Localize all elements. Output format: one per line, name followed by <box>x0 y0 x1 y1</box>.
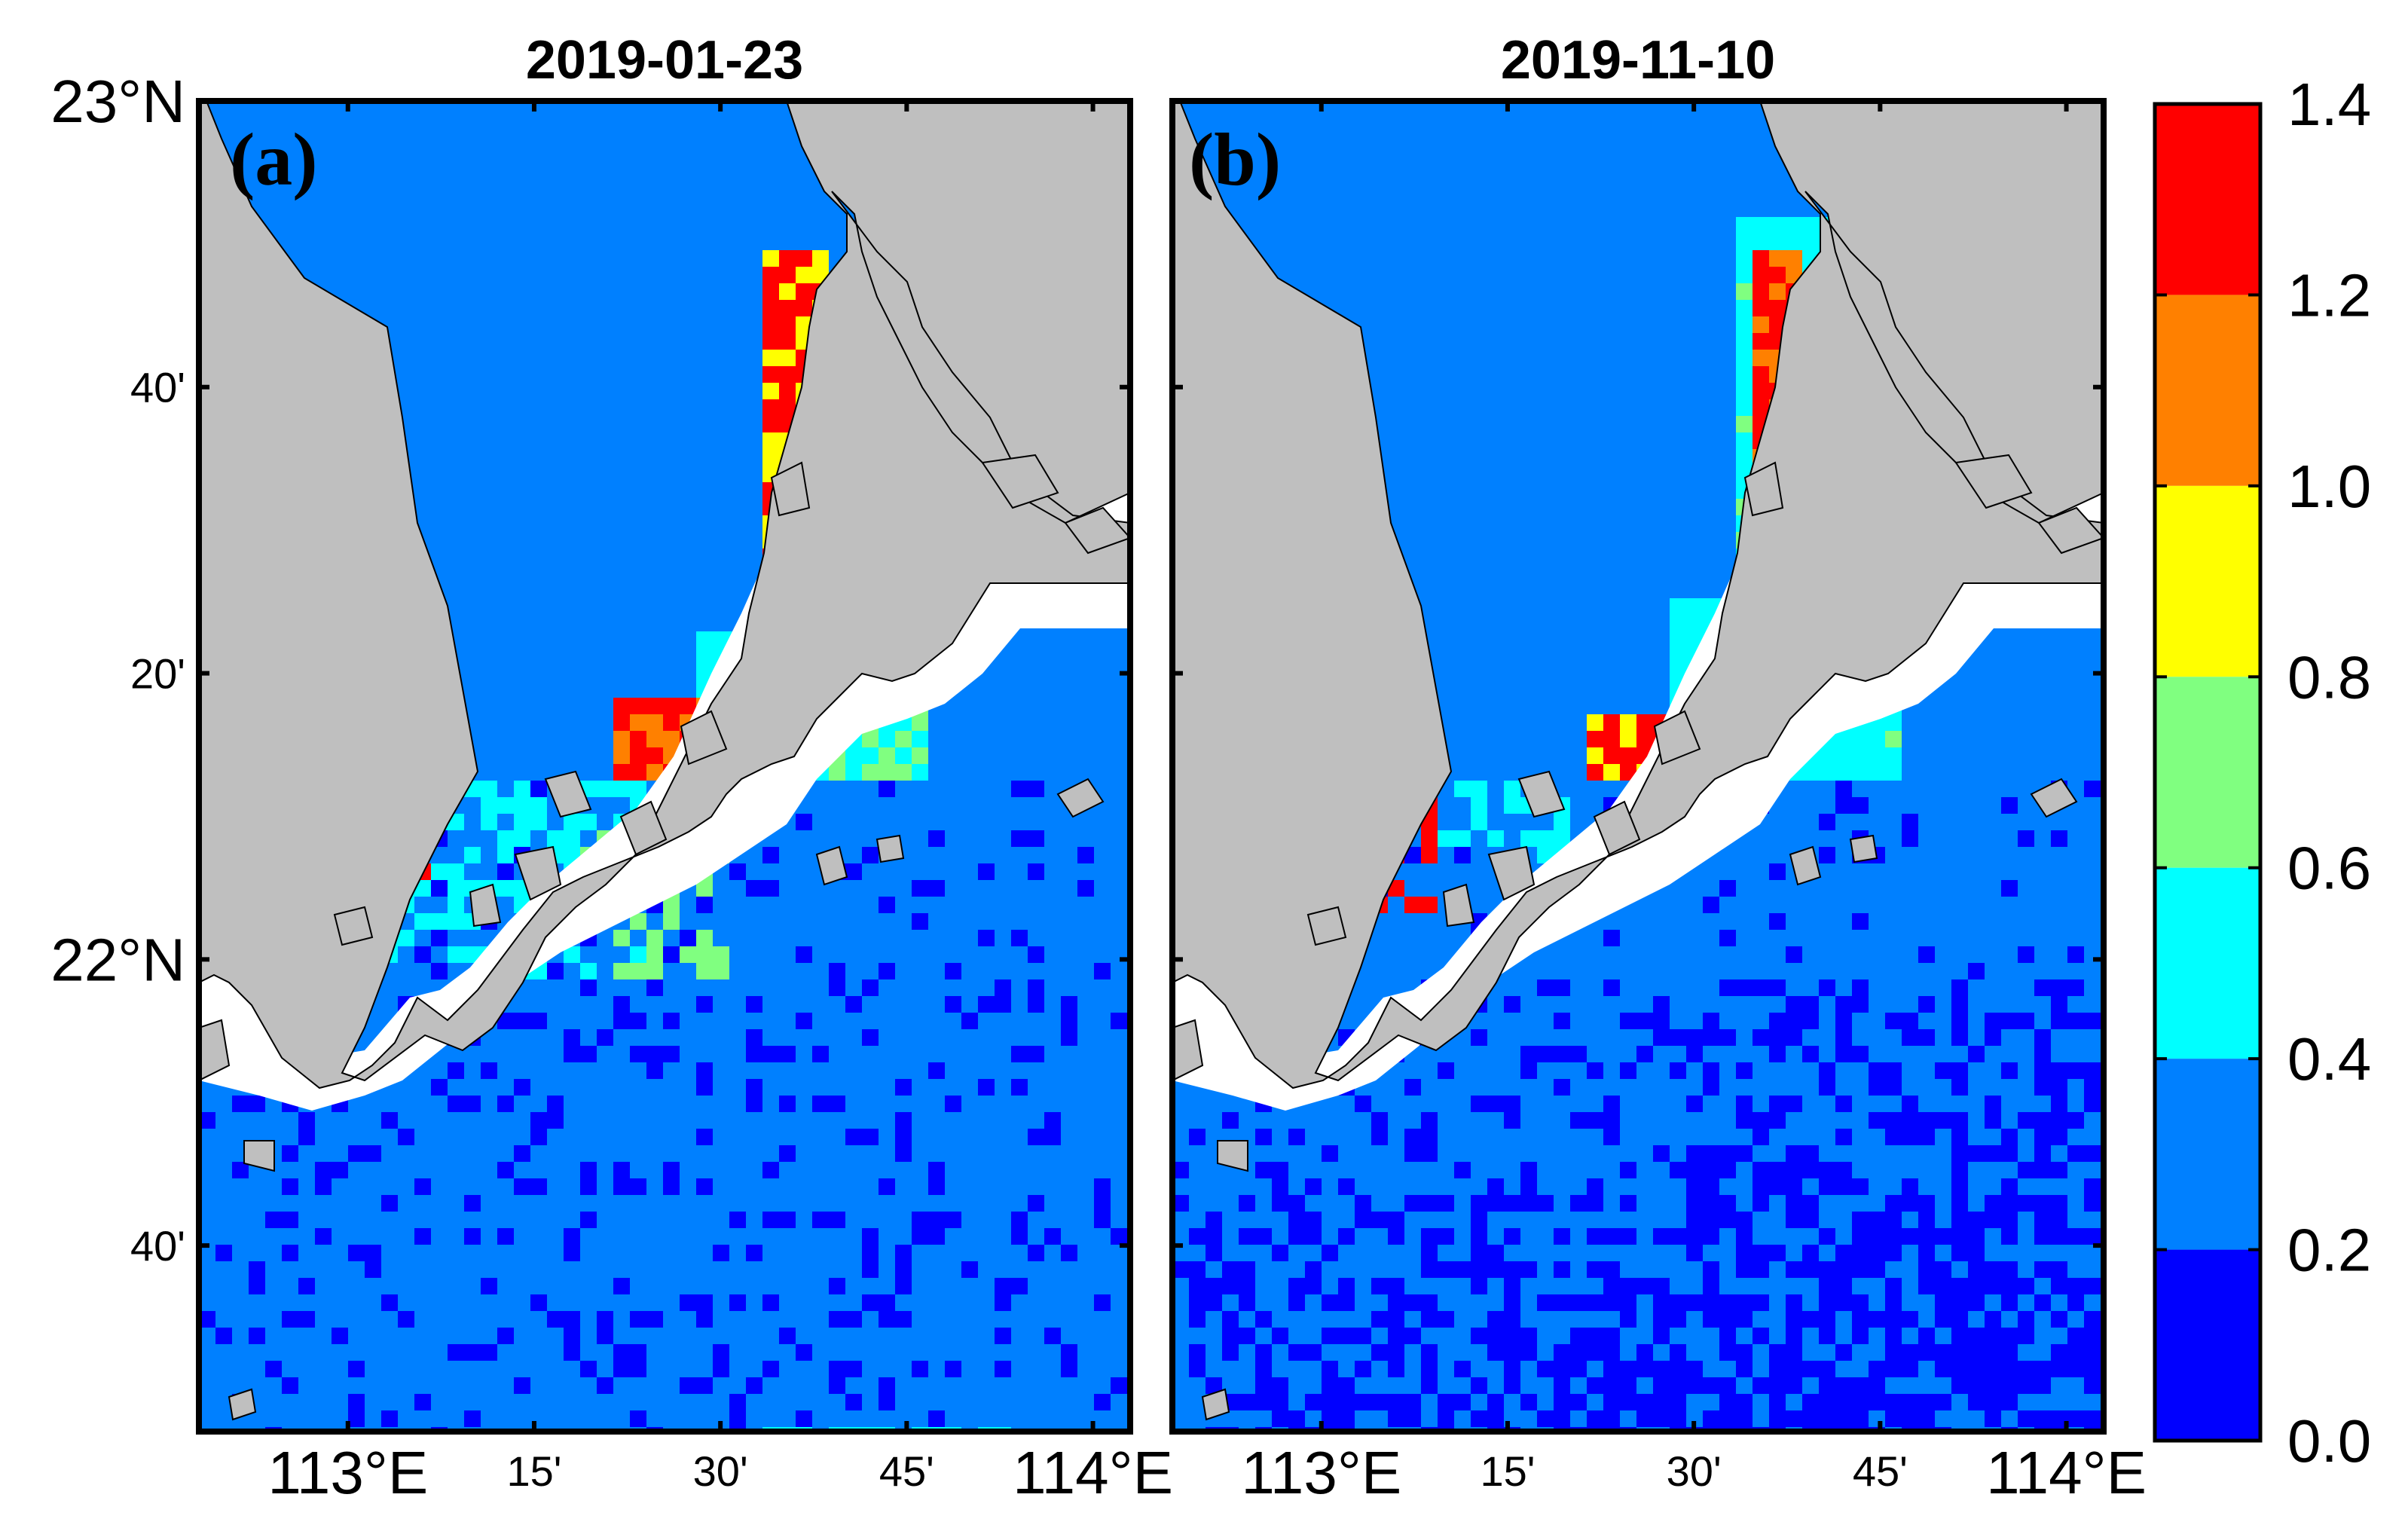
panel-a-frame <box>196 98 1133 1435</box>
island <box>1442 883 1475 927</box>
x-tick-label: 30' <box>693 1447 748 1495</box>
island <box>1743 461 1784 517</box>
colorbar-tick-label: 0.0 <box>2287 1407 2371 1475</box>
y-tick-label: 20' <box>130 650 185 698</box>
colorbar: 1.4 1.2 1.0 0.8 0.6 0.4 0.2 0.0 <box>2153 71 2371 1475</box>
panel-b-label: (b) <box>1189 118 1281 201</box>
island <box>1789 845 1822 886</box>
x-tick-label: 45' <box>879 1447 934 1495</box>
island <box>1487 845 1536 901</box>
panel-b-islands <box>1172 454 2104 1421</box>
panel-b-frame <box>1169 98 2107 1435</box>
island <box>1849 834 1878 863</box>
panel-a: (a) 2019-01-23 23°N 40' 20' 22°N 40' 113°E 15'… <box>50 30 1173 1506</box>
island <box>469 883 502 927</box>
panel-b-axis-ticks: 113°E 15' 30' 45' 114°E <box>1172 99 2147 1506</box>
island <box>1172 1019 1204 1082</box>
island <box>2037 506 2104 555</box>
colorbar-block <box>2155 1059 2260 1250</box>
colorbar-tick-label: 0.2 <box>2287 1217 2371 1284</box>
x-tick-label: 114°E <box>1986 1439 2147 1506</box>
island <box>1056 778 1105 818</box>
island <box>1306 906 1347 946</box>
panel-a-land-main <box>199 101 1130 1089</box>
colorbar-tick-label: 1.4 <box>2287 71 2371 138</box>
colorbar-tick-label: 0.6 <box>2287 835 2371 902</box>
island <box>243 1140 275 1172</box>
island <box>1517 770 1566 818</box>
colorbar-block <box>2155 485 2260 677</box>
island <box>514 845 562 901</box>
colorbar-tick-label: 1.0 <box>2287 453 2371 520</box>
island <box>1593 800 1641 856</box>
island <box>333 906 374 946</box>
panel-a-label: (a) <box>230 118 318 201</box>
colorbar-frame <box>2153 102 2263 1443</box>
island <box>770 461 811 517</box>
colorbar-block <box>2155 104 2260 295</box>
island <box>544 770 592 818</box>
panel-b-title: 2019-11-10 <box>1501 30 1775 90</box>
colorbar-block <box>2155 1249 2260 1441</box>
y-tick-label: 22°N <box>50 926 185 993</box>
panel-a-axis-ticks: 23°N 40' 20' 22°N 40' 113°E 15' 30' 45' 114°E <box>50 68 1173 1506</box>
island <box>2030 778 2078 818</box>
colorbar-block <box>2155 677 2260 868</box>
island <box>875 834 905 863</box>
island <box>228 1388 257 1421</box>
panel-a-islands <box>199 454 1130 1421</box>
x-tick-label: 15' <box>1480 1447 1535 1495</box>
panel-b-land <box>1172 101 2104 1421</box>
colorbar-tick-label: 0.4 <box>2287 1025 2371 1093</box>
colorbar-labels: 1.4 1.2 1.0 0.8 0.6 0.4 0.2 0.0 <box>2287 71 2371 1475</box>
y-tick-label: 40' <box>130 364 185 411</box>
y-tick-label: 23°N <box>50 68 185 135</box>
island <box>1653 710 1701 766</box>
panel-b: (b) 2019-11-10 113°E 15' 30' 45' 114°E <box>1169 30 2147 1506</box>
colorbar-tick-label: 1.2 <box>2287 261 2371 329</box>
island <box>680 710 728 766</box>
colorbar-block <box>2155 295 2260 486</box>
island <box>199 1019 231 1082</box>
colorbar-tick-label: 0.8 <box>2287 643 2371 711</box>
colorbar-blocks <box>2155 102 2260 1442</box>
island <box>1217 1140 1248 1172</box>
island <box>1064 506 1130 555</box>
x-tick-label: 113°E <box>1241 1439 1401 1506</box>
panel-b-land-main <box>1172 101 2104 1089</box>
x-tick-label: 15' <box>506 1447 561 1495</box>
y-tick-label: 40' <box>130 1222 185 1270</box>
island <box>619 800 668 856</box>
island <box>1201 1388 1230 1421</box>
island <box>981 454 1059 509</box>
x-tick-label: 113°E <box>267 1439 428 1506</box>
x-tick-label: 114°E <box>1013 1439 1173 1506</box>
colorbar-block <box>2155 867 2260 1059</box>
panel-a-title: 2019-01-23 <box>526 30 803 90</box>
panel-a-land <box>199 101 1130 1421</box>
island <box>1954 454 2033 509</box>
x-tick-label: 45' <box>1853 1447 1908 1495</box>
island <box>815 845 848 886</box>
x-tick-label: 30' <box>1667 1447 1722 1495</box>
